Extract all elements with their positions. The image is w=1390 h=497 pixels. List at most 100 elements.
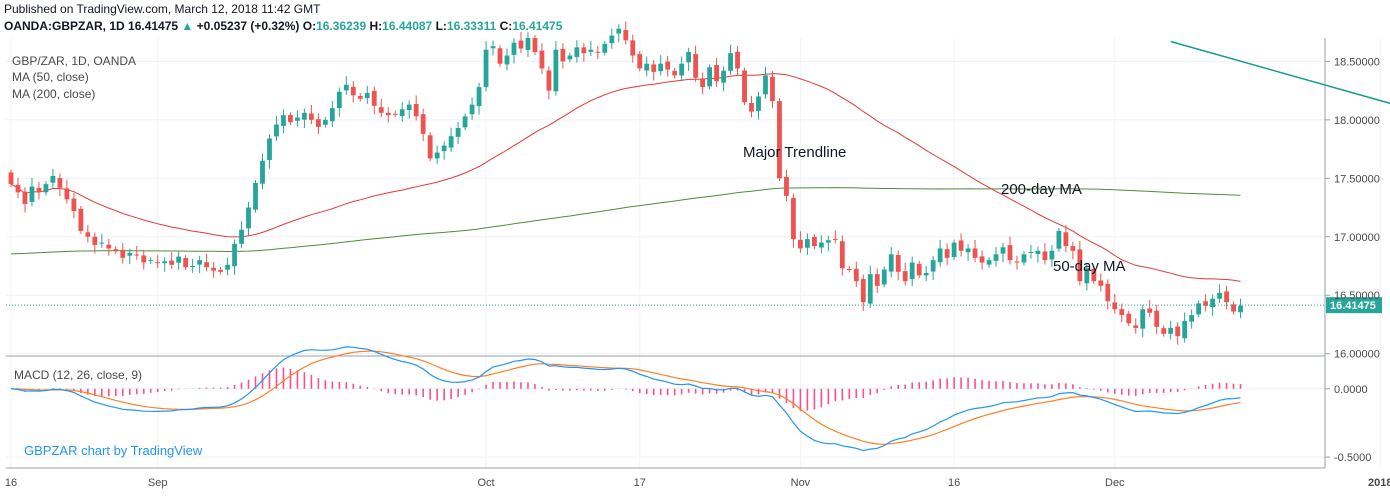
candle-body — [651, 64, 657, 72]
candle-body — [714, 65, 719, 82]
candle-body — [469, 104, 475, 115]
candle-body — [43, 184, 49, 193]
candle-body — [315, 119, 321, 127]
candle-body — [64, 188, 70, 200]
candle-body — [951, 242, 957, 258]
macd-signal-line — [10, 350, 1241, 445]
candle-body — [183, 258, 189, 268]
candle-body — [1161, 328, 1167, 334]
candle-body — [574, 47, 580, 57]
candle-body — [1098, 280, 1104, 286]
candle-body — [986, 260, 992, 265]
candle-body — [602, 43, 608, 53]
candle-body — [721, 70, 726, 83]
candle-body — [609, 35, 615, 44]
candle-body — [993, 254, 999, 261]
candle-body — [532, 38, 538, 53]
price-tick-label: 16.50000 — [1334, 290, 1380, 302]
candle-body — [371, 90, 377, 106]
candle-body — [190, 265, 196, 268]
candle-body — [1035, 250, 1041, 255]
candle-body — [483, 49, 489, 88]
grid — [6, 38, 1381, 468]
price-tick-label: 18.00000 — [1334, 115, 1380, 127]
candle-body — [232, 243, 237, 267]
candle-body — [888, 254, 894, 272]
candle-body — [846, 269, 852, 271]
candle-body — [1154, 310, 1160, 327]
candle-body — [225, 264, 230, 270]
candle-body — [490, 46, 496, 49]
candle-body — [308, 113, 314, 120]
candle-body — [784, 176, 789, 196]
ma200-line — [10, 187, 1241, 255]
candle-body — [1133, 325, 1139, 328]
symbol-summary: OANDA:GBPZAR, 1D 16.41475 ▲ +0.05237 (+0… — [4, 19, 562, 33]
candle-body — [364, 92, 370, 99]
candle-body — [385, 112, 391, 116]
candle-body — [1021, 254, 1027, 263]
candle-body — [1049, 250, 1055, 260]
price-tick-label: 16.00000 — [1334, 349, 1380, 361]
candle-body — [944, 249, 950, 258]
candle-body — [805, 239, 810, 248]
open-value: 16.36239 — [316, 19, 367, 33]
candle-body — [881, 269, 887, 285]
candle-body — [1042, 251, 1048, 261]
candle-body — [288, 115, 293, 123]
candle-body — [546, 70, 552, 91]
candle-body — [127, 253, 133, 256]
candle-body — [853, 268, 859, 282]
annotation-200-day-ma: 200-day MA — [1001, 181, 1082, 198]
candle-body — [92, 236, 98, 245]
candle-body — [253, 182, 258, 210]
candle-body — [448, 136, 454, 148]
candle-body — [895, 254, 901, 272]
candle-body — [860, 279, 866, 303]
candle-body — [274, 124, 279, 137]
candle-body — [329, 108, 335, 122]
candle-body — [686, 52, 692, 63]
candle-body — [378, 107, 384, 113]
macd-tick-label: 0.0000 — [1334, 384, 1368, 396]
candle-body — [916, 263, 922, 276]
candle-body — [909, 262, 915, 280]
candle-body — [8, 172, 14, 185]
candle-body — [427, 135, 433, 159]
candle-body — [525, 38, 531, 50]
candle-body — [518, 40, 524, 49]
last-price-badge — [1326, 297, 1382, 314]
candle-body — [455, 128, 461, 137]
candle-body — [99, 242, 105, 244]
candle-body — [113, 249, 119, 251]
candle-body — [148, 260, 154, 262]
high-label: H: — [369, 19, 383, 33]
candle-body — [22, 191, 28, 205]
candle-body — [756, 96, 761, 111]
candle-body — [302, 112, 307, 120]
candle-body — [406, 104, 412, 111]
candle-body — [106, 244, 112, 249]
candle-body — [581, 47, 587, 54]
price-tick-label: 17.50000 — [1334, 173, 1380, 185]
candle-body — [246, 207, 251, 229]
candle-body — [867, 274, 873, 304]
candle-body — [679, 63, 685, 76]
candle-body — [742, 70, 747, 103]
open-label: O: — [302, 19, 317, 33]
symbol-name[interactable]: OANDA:GBPZAR, 1D — [4, 19, 125, 33]
time-tick-label: Sep — [148, 477, 168, 489]
price-tick-label: 18.50000 — [1334, 56, 1380, 68]
last-price-badge-text: 16.41475 — [1330, 300, 1376, 312]
candle-body — [1007, 245, 1013, 261]
candle-body — [839, 241, 845, 269]
candle-body — [36, 187, 42, 193]
candle-body — [1196, 303, 1202, 315]
candle-body — [1070, 246, 1076, 251]
candle-body — [134, 254, 140, 256]
candle-body — [1231, 304, 1236, 312]
candle-body — [763, 75, 768, 95]
candle-body — [1105, 283, 1111, 302]
candle-body — [700, 78, 706, 88]
